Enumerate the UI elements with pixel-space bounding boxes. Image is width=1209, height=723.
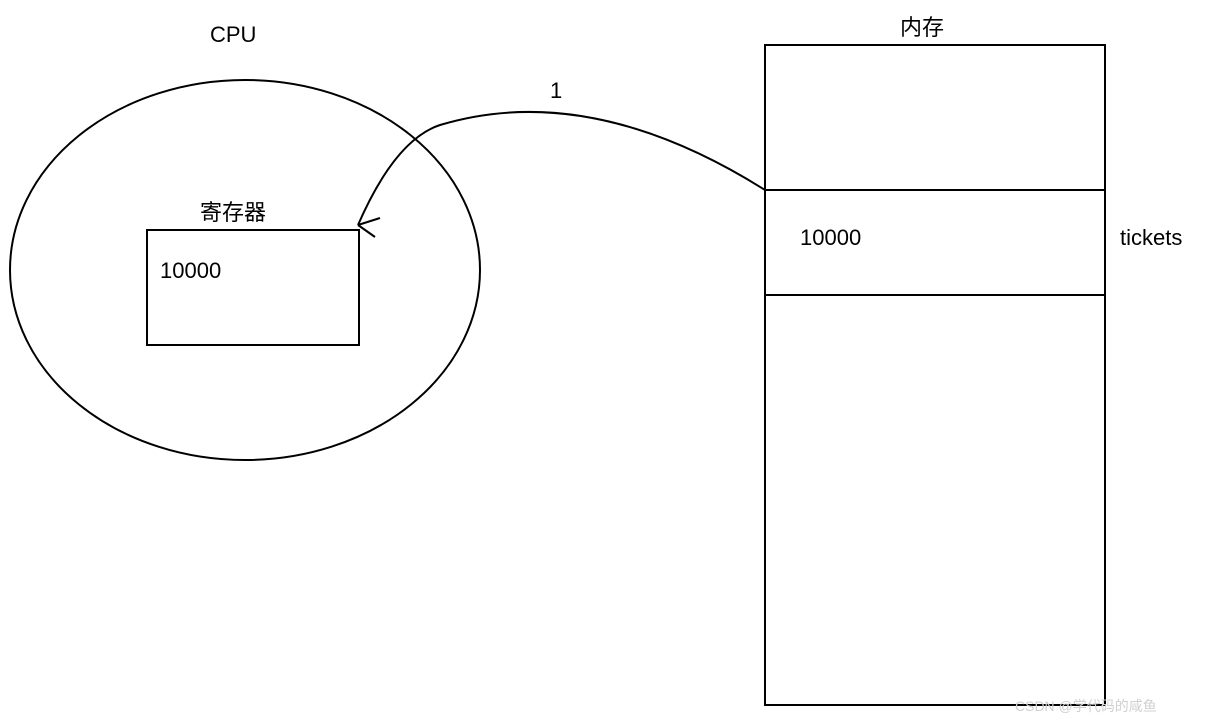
memory-label: 内存 [900,10,944,42]
arrow-label: 1 [550,78,562,104]
register-label: 寄存器 [200,195,266,227]
watermark: CSDN @学代码的咸鱼 [1015,696,1157,716]
arrow-head-2 [358,225,375,237]
cpu-label: CPU [210,22,256,48]
diagram-svg [0,0,1209,723]
register-box [147,230,359,345]
arrow-path [358,112,765,225]
memory-cell-label: tickets [1120,225,1182,251]
diagram-canvas: CPU 寄存器 10000 内存 10000 tickets 1 CSDN @学… [0,0,1209,723]
memory-cell-value: 10000 [800,225,861,251]
register-value: 10000 [160,258,221,284]
cpu-ellipse [10,80,480,460]
memory-box [765,45,1105,705]
